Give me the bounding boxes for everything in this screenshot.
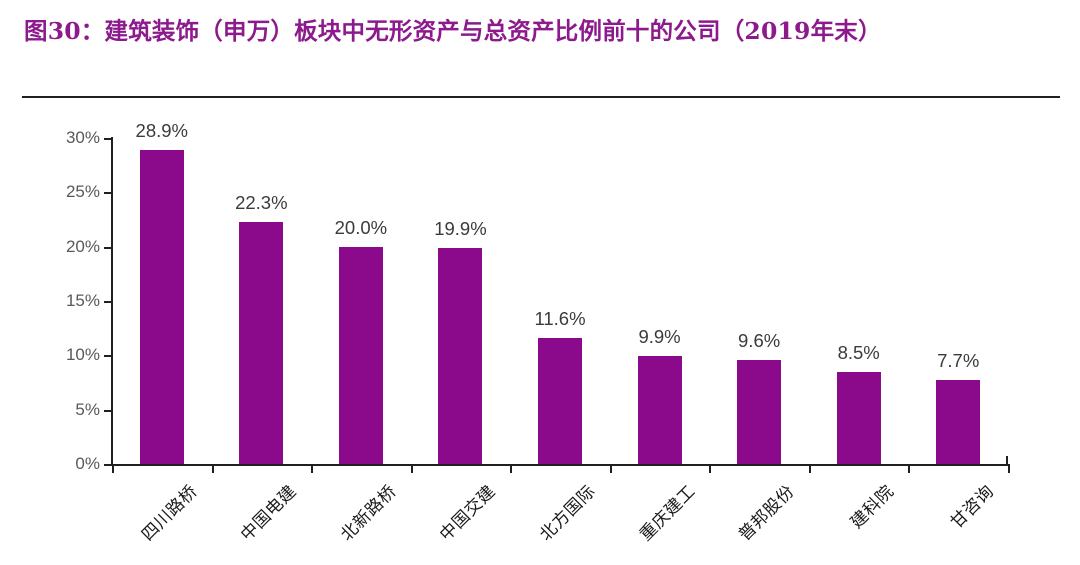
bar-chart: 0% 5% 10% 15% 20% 25% 30% 28.9% 22.3% 20.0% 19.9%… [0,104,1080,565]
x-axis-tick [709,464,712,473]
bars-layer [0,104,1080,465]
x-axis-tick [311,464,314,473]
bar-value-label: 20.0% [334,216,388,238]
bar-value-label: 8.5% [837,341,880,363]
y-axis-tick [104,464,112,466]
x-axis-label: 重庆建工 [635,481,699,545]
y-axis-tick [104,355,112,358]
bar [936,380,981,464]
x-axis-label: 建科院 [847,481,898,533]
y-axis-line [111,137,113,466]
bar [737,359,782,464]
x-axis-tick [808,464,811,473]
y-axis-tick-label: 25% [65,182,100,202]
bar-value-label: 19.9% [434,217,487,239]
bar-value-label: 28.9% [135,119,188,141]
y-axis-tick-label: 5% [75,399,100,419]
x-axis-label: 北新路桥 [336,481,400,545]
x-axis-tick [609,464,612,473]
bar [338,246,383,464]
bar [139,149,184,464]
x-axis-label: 中国电建 [237,481,301,545]
y-axis-tick-label: 20% [65,236,100,256]
x-axis-label: 甘咨询 [946,481,998,533]
x-axis-tick [211,464,214,473]
bar [538,337,582,464]
x-axis-tick [1008,464,1010,473]
y-axis-tick-label: 10% [65,345,100,365]
bar-value-label: 9.6% [738,329,781,351]
bar [239,221,284,464]
x-axis-label: 普邦股份 [735,481,799,545]
y-axis-tick-label: 30% [65,128,100,147]
y-axis-tick-label: 0% [75,454,100,473]
bar-value-label: 11.6% [534,307,586,329]
x-axis-tick [112,464,114,473]
x-axis-line [111,464,1008,466]
bar [836,371,881,464]
y-axis-tick-label: 15% [65,291,100,310]
y-axis-tick [104,192,112,195]
x-axis-tick [410,464,413,473]
y-axis-tick [104,301,112,303]
x-axis-endcap [1006,456,1008,466]
y-axis-tick [104,138,112,140]
x-axis-label: 四川路桥 [137,481,201,545]
x-axis-tick [908,464,911,473]
bar-value-label: 9.9% [638,326,681,348]
bar-value-label: 7.7% [937,350,980,372]
y-axis-tick [104,409,112,412]
figure-title: 图30：建筑装饰（申万）板块中无形资产与总资产比例前十的公司（2019年末） [24,17,882,45]
y-axis-tick [104,246,112,249]
bar-value-label: 22.3% [235,191,288,213]
x-axis-label: 中国交建 [436,481,500,545]
bar [438,247,483,464]
x-axis-tick [510,464,513,473]
x-axis-label: 北方国际 [536,481,599,545]
figure-header: 图30：建筑装饰（申万）板块中无形资产与总资产比例前十的公司（2019年末） [0,0,1080,50]
bar [637,356,682,464]
title-divider [22,96,1060,98]
